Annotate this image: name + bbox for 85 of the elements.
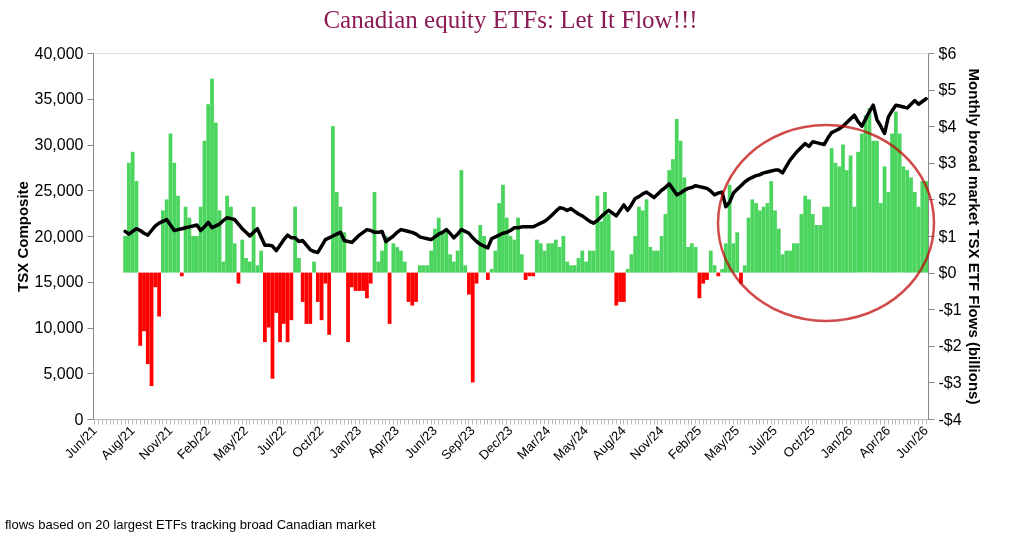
bar [459, 170, 464, 273]
y2-tick-label: -$2 [938, 337, 962, 355]
y2-tick-label: $1 [938, 227, 957, 245]
bar [523, 272, 528, 280]
bar [784, 250, 789, 273]
bar [693, 246, 698, 273]
bar [750, 199, 755, 273]
bar [538, 243, 543, 273]
bar [259, 250, 264, 273]
bar [327, 272, 332, 335]
y-tick-label: 0 [74, 410, 84, 428]
bar [436, 217, 441, 273]
y-tick-label: 10,000 [34, 319, 84, 336]
bar [569, 265, 573, 273]
bar [240, 239, 245, 273]
bar [365, 272, 369, 299]
bar [308, 272, 313, 324]
y-tick-label: 30,000 [34, 136, 84, 153]
bar [312, 261, 316, 273]
bar [803, 195, 808, 273]
y-tick-label: 25,000 [34, 181, 84, 199]
bar [225, 195, 230, 273]
bar [708, 250, 713, 273]
y2-tick-label: $4 [938, 117, 957, 135]
bar [293, 206, 298, 273]
bar [395, 246, 400, 273]
bar [357, 272, 362, 291]
y-tick-label: 35,000 [34, 90, 84, 108]
bar [470, 272, 475, 383]
y-axis-title: TSX Composite [13, 181, 31, 292]
bar [769, 181, 774, 273]
bar [331, 126, 335, 273]
bar [516, 217, 520, 273]
bar [822, 206, 826, 273]
bar [553, 239, 558, 273]
y-tick-label: 20,000 [34, 227, 84, 245]
bar [829, 148, 834, 273]
bar [546, 243, 551, 273]
y2-axis-title: Monthly broad market TSX ETF Flows (billions) [965, 68, 983, 405]
bar [414, 272, 418, 302]
bar [138, 272, 143, 346]
bar [580, 250, 585, 273]
bar [587, 250, 592, 273]
bar [535, 239, 539, 273]
bar [399, 250, 403, 273]
y2-tick-label: $5 [938, 81, 957, 99]
bar [346, 272, 350, 343]
bar [278, 272, 282, 343]
line-series [123, 97, 928, 255]
y2-tick-label: -$1 [938, 300, 962, 318]
bar [410, 272, 415, 306]
bar [263, 272, 267, 343]
bar [130, 151, 135, 273]
bar [761, 206, 766, 273]
bar [478, 225, 483, 273]
bar [501, 184, 505, 273]
bar [485, 272, 490, 280]
y2-tick-label: $3 [938, 154, 957, 172]
bar [603, 192, 607, 273]
y2-tick-label: -$3 [938, 373, 962, 391]
y2-tick-label: $6 [938, 44, 957, 62]
bar [875, 140, 879, 273]
y2-tick-label: $0 [938, 264, 957, 282]
bar [735, 232, 740, 273]
bar [674, 118, 679, 273]
y-tick-label: 5,000 [43, 364, 84, 382]
chart-title: Canadian equity ETFs: Let It Flow!!! [323, 6, 698, 33]
y2-tick-label: -$4 [938, 410, 962, 428]
bar [210, 78, 214, 273]
bar [618, 272, 622, 302]
y-tick-label: 40,000 [34, 44, 84, 62]
bar [157, 272, 162, 317]
bar [614, 272, 619, 306]
bar [621, 272, 626, 302]
bar [637, 206, 641, 273]
bar [689, 243, 694, 273]
bar [920, 181, 925, 273]
bar [417, 265, 422, 273]
y-tick-label: 15,000 [34, 273, 84, 291]
bar [705, 272, 709, 280]
bar [391, 243, 396, 273]
bar [905, 170, 910, 273]
bar [791, 243, 796, 273]
y2-tick-label: $2 [938, 190, 957, 208]
text: flows based on 20 largest ETFs tracking broad Canadian market [5, 517, 377, 532]
